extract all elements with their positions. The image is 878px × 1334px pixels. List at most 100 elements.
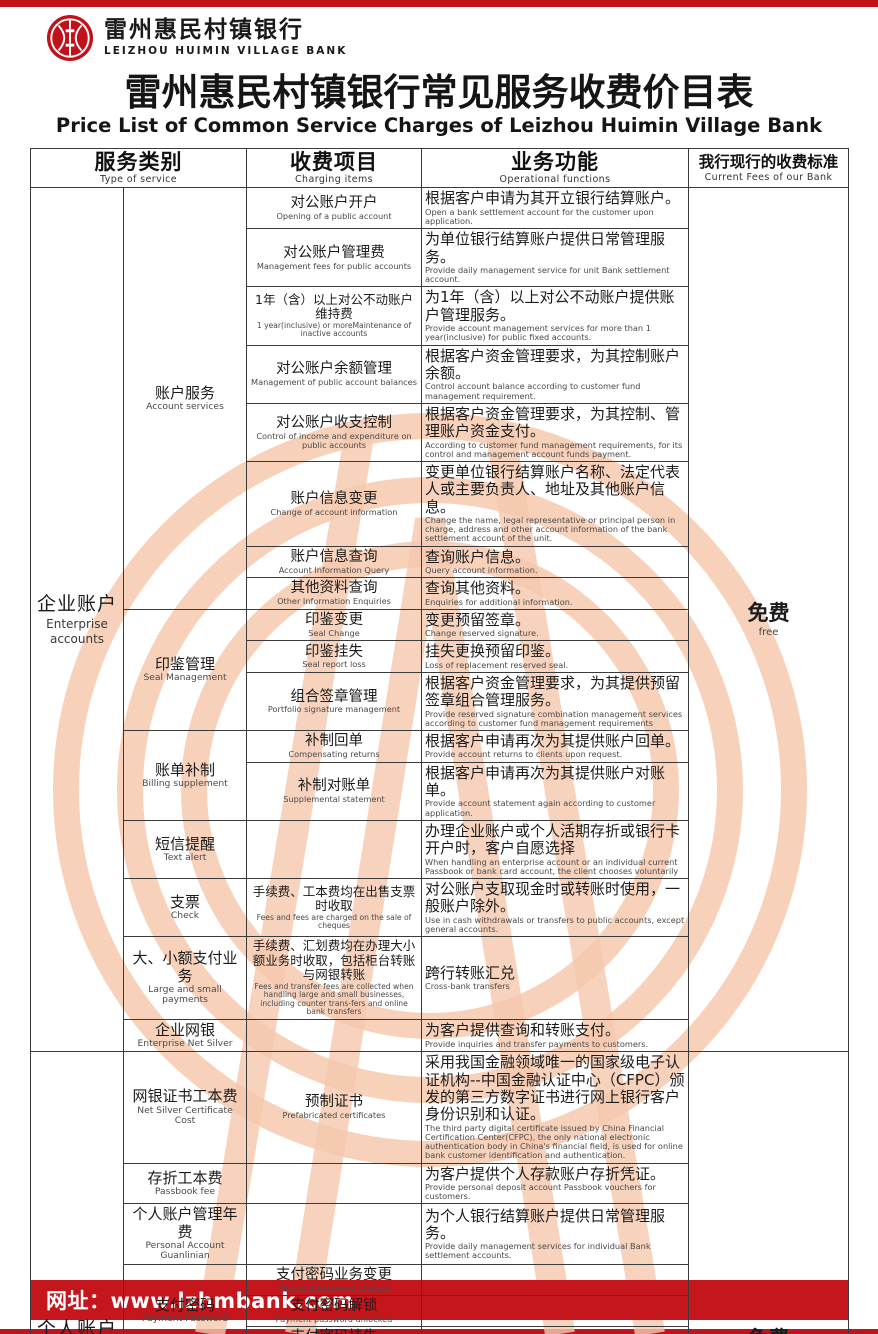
column-header-cn: 收费项目 <box>290 150 378 175</box>
service-type-cell: 企业账户 Enterprise accounts <box>30 187 124 1053</box>
table-row: 对公账户余额管理 Management of public account bal… <box>31 344 849 404</box>
operational-function-en: Provide daily management service for uni… <box>425 265 670 285</box>
charging-item-cell <box>246 1162 422 1205</box>
service-category-cell: 网银证书工本费 Net Silver Certificate Cost <box>123 1051 247 1164</box>
operational-function-cell: 根据客户资金管理要求，为其控制、管理账户资金支付。 According to cu… <box>421 402 689 462</box>
operational-function-cn: 根据客户资金管理要求，为其提供预留签章组合管理服务。 <box>425 673 681 710</box>
service-category-en: Payment Password <box>141 1313 229 1325</box>
charging-item-cell <box>246 1203 422 1265</box>
operational-function-cn: 对公账户支取现金时或转账时使用，一般账户除外。 <box>425 879 681 916</box>
operational-function-cell: 查询账户信息。 Query account information. <box>421 545 689 579</box>
operational-function-cn: 为客户提供查询和转账支付。 <box>425 1021 621 1040</box>
operational-function-cn: 根据客户资金管理要求，为其控制账户余额。 <box>425 346 681 382</box>
operational-function-cell: 变更单位银行结算账户名称、法定代表人或主要负责人、地址及其他账户信息。 Chang… <box>421 460 689 547</box>
charging-item-cell: 对公账户收支控制 Control of income and expenditur… <box>246 402 422 462</box>
service-category-cn: 支票 <box>169 892 200 911</box>
current-fee-en: free <box>758 627 779 639</box>
charging-item-en: Seal Change <box>308 627 360 638</box>
operational-function-en: Use in cash withdrawals or transfers to … <box>425 914 685 934</box>
column-header-4: 我行现行的收费标准 Current Fees of our Bank <box>688 148 849 189</box>
operational-function-cn: 变更预留签章。 <box>425 610 531 629</box>
table-row: 个人账户Personal accounts网银证书工本费Net Silver C… <box>30 1051 849 1334</box>
charging-item-cn: 印鉴挂失 <box>305 643 363 660</box>
price-table: 服务类别 Type of service 收费项目 Charging items 业务功… <box>30 148 849 1334</box>
operational-function-cn: 变更单位银行结算账户名称、法定代表人或主要负责人、地址及其他账户信息。 <box>425 462 681 516</box>
operational-function-cell: 变更预留签章。 Change reserved signature. <box>421 608 689 642</box>
operational-function-cn: 查询其他资料。 <box>425 579 531 598</box>
charging-item-en: Change of account information <box>270 506 398 517</box>
table-row: 1年（含）以上对公不动账户维持费 1 year(inclusive) or mor… <box>31 286 849 346</box>
brand-name-cn: 雷州惠民村镇银行 <box>104 17 304 44</box>
column-header-3: 业务功能 Operational functions <box>421 148 689 189</box>
operational-function-cell: 办理企业账户或个人活期存折或银行卡开户时，客户自愿选择 When handling… <box>421 819 689 879</box>
top-red-rule <box>0 0 878 7</box>
charging-item-cn: 手续费、工本费均在出售支票时收取 <box>252 883 416 914</box>
operational-function-cell <box>421 1294 689 1327</box>
charging-item-cn: 账户信息查询 <box>290 548 378 565</box>
service-type-cn: 个人账户 <box>36 1318 117 1334</box>
operational-function-en: Change reserved signature. <box>425 628 539 639</box>
operational-function-cell: 对公账户支取现金时或转账时使用，一般账户除外。 Use in cash withd… <box>421 877 689 938</box>
charging-item-en: Compensating returns <box>288 749 380 760</box>
operational-function-cn: 采用我国金融领域唯一的国家级电子认证机构--中国金融认证中心（CFPC）颁发的第… <box>425 1053 685 1124</box>
operational-function-en: Provide account management services for … <box>425 323 651 343</box>
charging-item-en: Prefabricated certificates <box>282 1110 386 1121</box>
operational-function-en: Provide account statement again accordin… <box>425 798 656 818</box>
service-category-en: Enterprise Net Silver <box>137 1038 233 1050</box>
charging-item-en: Payment Password Change <box>278 1282 390 1293</box>
operational-function-cn: 根据客户申请为其开立银行结算账户。 <box>425 189 681 208</box>
service-category-en: Seal Management <box>143 672 227 684</box>
column-header-1: 服务类别 Type of service <box>30 148 247 189</box>
column-header-2: 收费项目 Charging items <box>246 148 422 189</box>
operational-function-en: Provide inquiries and transfer payments … <box>425 1038 649 1049</box>
charging-item-cell: 手续费、工本费均在出售支票时收取 Fees and fees are charge… <box>246 877 422 938</box>
service-category-cn: 大、小额支付业务 <box>132 949 238 985</box>
charging-item-cell: 对公账户余额管理 Management of public account bal… <box>246 344 422 404</box>
charging-item-cell: 印鉴变更 Seal Change <box>246 608 422 642</box>
column-header-cn: 服务类别 <box>94 150 183 175</box>
service-category-en: Text alert <box>163 851 207 863</box>
operational-function-cn: 为单位银行结算账户提供日常管理服务。 <box>425 230 666 266</box>
operational-function-en: Open a bank settlement account for the c… <box>425 206 654 227</box>
operational-function-en: Provide personal deposit account Passboo… <box>425 1182 656 1202</box>
column-header-en: Type of service <box>99 174 178 186</box>
service-category-cn: 存折工本费 <box>147 1168 223 1187</box>
charging-item-en: Supplemental statement <box>283 794 385 805</box>
service-category-cell: 企业网银 Enterprise Net Silver <box>123 1018 247 1053</box>
service-category-cell: 账户服务 Account services <box>123 187 247 610</box>
service-category-cn: 短信提醒 <box>154 834 215 853</box>
charging-item-cn: 印鉴变更 <box>305 612 363 629</box>
operational-function-cell <box>421 1325 689 1334</box>
column-header-cn: 我行现行的收费标准 <box>698 153 839 172</box>
operational-function-cn: 根据客户资金管理要求，为其控制、管理账户资金支付。 <box>425 404 681 441</box>
charging-item-cell <box>246 1018 422 1053</box>
column-header-en: Charging items <box>295 174 373 186</box>
charging-item-cn: 对公账户收支控制 <box>276 414 392 431</box>
charging-item-cell: 对公账户管理费 Management fees for public accoun… <box>246 228 422 288</box>
charging-item-en: Seal report loss <box>302 659 366 670</box>
operational-function-cn: 为个人银行结算账户提供日常管理服务。 <box>425 1206 666 1242</box>
charging-item-en: Account Information Query <box>278 564 390 575</box>
service-category-cell: 支付密码 Payment Password <box>123 1263 247 1334</box>
service-category-cn: 账单补制 <box>154 760 215 779</box>
operational-function-cn: 办理企业账户或个人活期存折或银行卡开户时，客户自愿选择 <box>425 821 681 858</box>
operational-function-cell: 根据客户申请再次为其提供账户对账单。 Provide account statem… <box>421 761 689 821</box>
title-cn: 雷州惠民村镇银行常见服务收费价目表 <box>124 71 754 114</box>
charging-item-cell: 手续费、汇划费均在办理大小额业务时收取，包括柜台转账与网银转账 Fees and … <box>246 936 422 1020</box>
operational-function-cell <box>421 1263 689 1296</box>
service-category-cell: 账单补制 Billing supplement <box>123 730 247 821</box>
charging-item-cell: 对公账户开户 Opening of a public account <box>246 187 422 230</box>
service-type-cn: 企业账户 <box>36 592 117 615</box>
service-category-cn: 印鉴管理 <box>154 655 215 674</box>
charging-item-cell: 补制回单 Compensating returns <box>246 730 422 763</box>
table-row: 对公账户管理费 Management fees for public accoun… <box>31 228 849 288</box>
service-category-cell: 支票 Check <box>123 877 247 938</box>
current-fee-cn: 免费 <box>747 601 790 626</box>
charging-item-en: Fees and fees are charged on the sale of… <box>256 912 412 931</box>
operational-function-en: Cross-bank transfers <box>425 980 510 991</box>
charging-item-en: Other Information Enquiries <box>277 596 391 607</box>
charging-item-cn: 1年（含）以上对公不动账户维持费 <box>255 291 413 322</box>
service-category-cn: 网银证书工本费 <box>132 1087 238 1106</box>
operational-function-cn: 根据客户申请再次为其提供账户回单。 <box>425 732 681 751</box>
charging-item-en: Fees and transfer fees are collected whe… <box>254 981 414 1017</box>
